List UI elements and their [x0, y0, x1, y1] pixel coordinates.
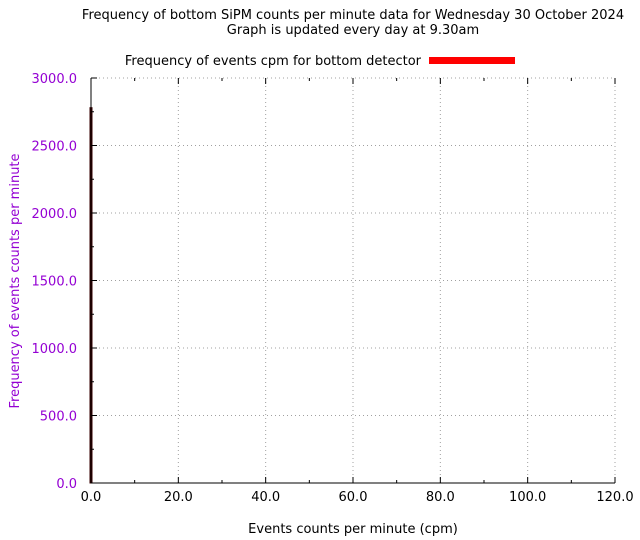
- y-tick-label: 2500.0: [32, 140, 78, 155]
- y-tick-label: 1000.0: [32, 342, 78, 357]
- y-tick-label: 0.0: [56, 477, 77, 492]
- y-tick-label: 2000.0: [32, 207, 78, 222]
- legend-label: Frequency of events cpm for bottom detec…: [125, 54, 422, 69]
- x-tick-label: 40.0: [251, 490, 280, 505]
- y-axis-label: Frequency of events counts per minute: [8, 153, 23, 408]
- y-tick-label: 500.0: [40, 410, 77, 425]
- legend: Frequency of events cpm for bottom detec…: [125, 54, 515, 69]
- y-tick-label: 1500.0: [32, 275, 78, 290]
- x-axis-label: Events counts per minute (cpm): [248, 522, 458, 537]
- x-tick-label: 0.0: [81, 490, 102, 505]
- x-tick-label: 100.0: [509, 490, 546, 505]
- x-tick-label: 80.0: [426, 490, 455, 505]
- y-tick-label: 3000.0: [32, 72, 78, 87]
- chart-title: Frequency of bottom SiPM counts per minu…: [82, 8, 624, 23]
- legend-swatch: [429, 57, 515, 64]
- grid: [91, 77, 616, 483]
- x-tick-label: 20.0: [164, 490, 193, 505]
- x-axis-ticks: 0.0 20.0 40.0 60.0 80.0 100.0 120.0: [81, 78, 634, 505]
- x-tick-label: 120.0: [596, 490, 633, 505]
- chart-subtitle: Graph is updated every day at 9.30am: [227, 23, 479, 38]
- y-axis-ticks: 0.0 500.0 1000.0 1500.0 2000.0 2500.0 3000.0: [32, 72, 97, 492]
- x-tick-label: 60.0: [339, 490, 368, 505]
